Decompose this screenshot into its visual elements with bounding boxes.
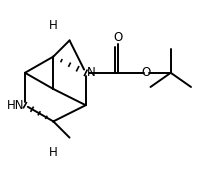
Text: O: O bbox=[142, 66, 151, 79]
Text: H: H bbox=[49, 146, 58, 159]
Text: N: N bbox=[87, 66, 96, 79]
Text: O: O bbox=[113, 31, 123, 44]
Text: H: H bbox=[49, 19, 58, 32]
Text: HN: HN bbox=[6, 99, 24, 112]
